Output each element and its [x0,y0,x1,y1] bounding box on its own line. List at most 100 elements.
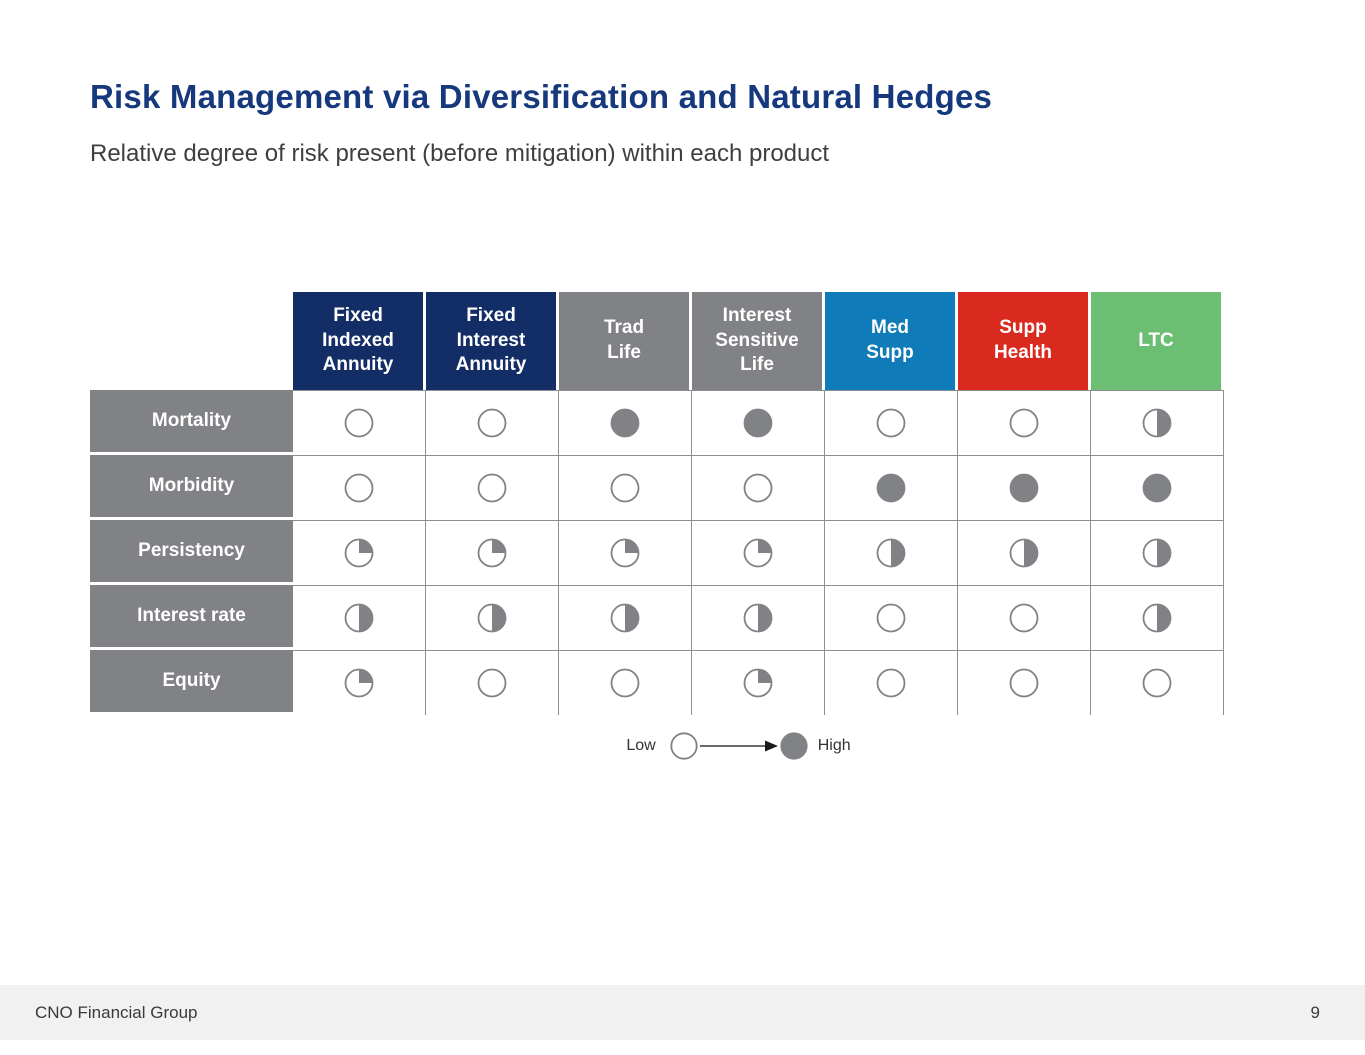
risk-cell-morbidity-fixed-indexed-annuity [293,455,426,520]
risk-cell-persistency-supp-health [958,520,1091,585]
column-header-ltc: LTC [1091,292,1224,390]
harvey-ball-empty-icon [610,473,640,503]
column-header-label: Fixed Indexed Annuity [293,292,423,390]
risk-cell-morbidity-med-supp [825,455,958,520]
harvey-ball-half-icon [1142,603,1172,633]
harvey-ball-full-icon [610,408,640,438]
column-header-supp-health: Supp Health [958,292,1091,390]
column-header-fixed-interest-annuity: Fixed Interest Annuity [426,292,559,390]
row-header-equity: Equity [90,650,293,715]
column-header-label: Interest Sensitive Life [692,292,822,390]
harvey-ball-full-icon [1009,473,1039,503]
row-header-label: Interest rate [90,585,293,647]
column-header-interest-sensitive-life: Interest Sensitive Life [692,292,825,390]
risk-cell-equity-fixed-indexed-annuity [293,650,426,715]
risk-cell-equity-trad-life [559,650,692,715]
harvey-ball-half-icon [876,538,906,568]
footer-page-number: 9 [1310,1002,1320,1022]
risk-cell-equity-ltc [1091,650,1224,715]
risk-cell-mortality-med-supp [825,390,958,455]
harvey-ball-empty-icon [344,408,374,438]
row-header-label: Mortality [90,390,293,452]
risk-cell-persistency-fixed-interest-annuity [426,520,559,585]
risk-cell-mortality-supp-health [958,390,1091,455]
risk-cell-equity-fixed-interest-annuity [426,650,559,715]
harvey-ball-empty-icon [876,668,906,698]
harvey-ball-empty-icon [743,473,773,503]
harvey-ball-empty-icon [1009,408,1039,438]
harvey-ball-half-icon [1142,408,1172,438]
risk-cell-morbidity-trad-life [559,455,692,520]
legend-high-label: High [817,737,851,754]
risk-cell-interest-rate-med-supp [825,585,958,650]
harvey-ball-quarter-icon [743,538,773,568]
row-header-mortality: Mortality [90,390,293,455]
row-header-label: Morbidity [90,455,293,517]
legend: Low High [0,728,1365,764]
risk-matrix: Fixed Indexed Annuity Fixed Interest Annu… [90,292,1224,715]
column-header-fixed-indexed-annuity: Fixed Indexed Annuity [293,292,426,390]
legend-arrow-icon [699,740,778,752]
risk-cell-mortality-ltc [1091,390,1224,455]
harvey-ball-half-icon [610,603,640,633]
harvey-ball-quarter-icon [743,668,773,698]
harvey-ball-full-icon [876,473,906,503]
harvey-ball-empty-icon [876,603,906,633]
column-header-label: Trad Life [559,292,689,390]
harvey-ball-quarter-icon [344,538,374,568]
risk-cell-morbidity-supp-health [958,455,1091,520]
harvey-ball-half-icon [477,603,507,633]
harvey-ball-empty-icon [477,473,507,503]
footer-company: CNO Financial Group [35,1002,198,1022]
harvey-ball-full-icon [743,408,773,438]
risk-cell-mortality-interest-sensitive-life [692,390,825,455]
row-header-persistency: Persistency [90,520,293,585]
row-header-morbidity: Morbidity [90,455,293,520]
row-header-label: Equity [90,650,293,712]
risk-cell-persistency-fixed-indexed-annuity [293,520,426,585]
matrix-corner [90,292,293,390]
risk-cell-equity-med-supp [825,650,958,715]
legend-empty-circle-icon [670,732,698,760]
slide-title: Risk Management via Diversification and … [90,78,993,115]
harvey-ball-empty-icon [610,668,640,698]
risk-cell-interest-rate-supp-health [958,585,1091,650]
risk-cell-interest-rate-fixed-indexed-annuity [293,585,426,650]
harvey-ball-empty-icon [876,408,906,438]
column-header-trad-life: Trad Life [559,292,692,390]
column-header-med-supp: Med Supp [825,292,958,390]
harvey-ball-quarter-icon [344,668,374,698]
column-header-label: Fixed Interest Annuity [426,292,556,390]
harvey-ball-empty-icon [477,668,507,698]
risk-cell-persistency-med-supp [825,520,958,585]
risk-cell-morbidity-interest-sensitive-life [692,455,825,520]
legend-low-label: Low [626,737,656,754]
harvey-ball-quarter-icon [477,538,507,568]
risk-cell-persistency-ltc [1091,520,1224,585]
harvey-ball-quarter-icon [610,538,640,568]
risk-cell-mortality-trad-life [559,390,692,455]
risk-cell-equity-interest-sensitive-life [692,650,825,715]
row-header-label: Persistency [90,520,293,582]
risk-cell-interest-rate-fixed-interest-annuity [426,585,559,650]
risk-cell-interest-rate-interest-sensitive-life [692,585,825,650]
harvey-ball-half-icon [1009,538,1039,568]
harvey-ball-empty-icon [1142,668,1172,698]
harvey-ball-half-icon [1142,538,1172,568]
column-header-label: LTC [1091,292,1221,390]
risk-cell-mortality-fixed-interest-annuity [426,390,559,455]
risk-cell-morbidity-fixed-interest-annuity [426,455,559,520]
column-header-label: Supp Health [958,292,1088,390]
harvey-ball-empty-icon [477,408,507,438]
risk-cell-persistency-interest-sensitive-life [692,520,825,585]
risk-cell-interest-rate-trad-life [559,585,692,650]
footer: CNO Financial Group 9 [0,985,1365,1040]
risk-cell-persistency-trad-life [559,520,692,585]
harvey-ball-half-icon [743,603,773,633]
slide-subtitle: Relative degree of risk present (before … [90,140,830,167]
harvey-ball-empty-icon [1009,668,1039,698]
harvey-ball-half-icon [344,603,374,633]
harvey-ball-full-icon [1142,473,1172,503]
column-header-label: Med Supp [825,292,955,390]
risk-cell-morbidity-ltc [1091,455,1224,520]
